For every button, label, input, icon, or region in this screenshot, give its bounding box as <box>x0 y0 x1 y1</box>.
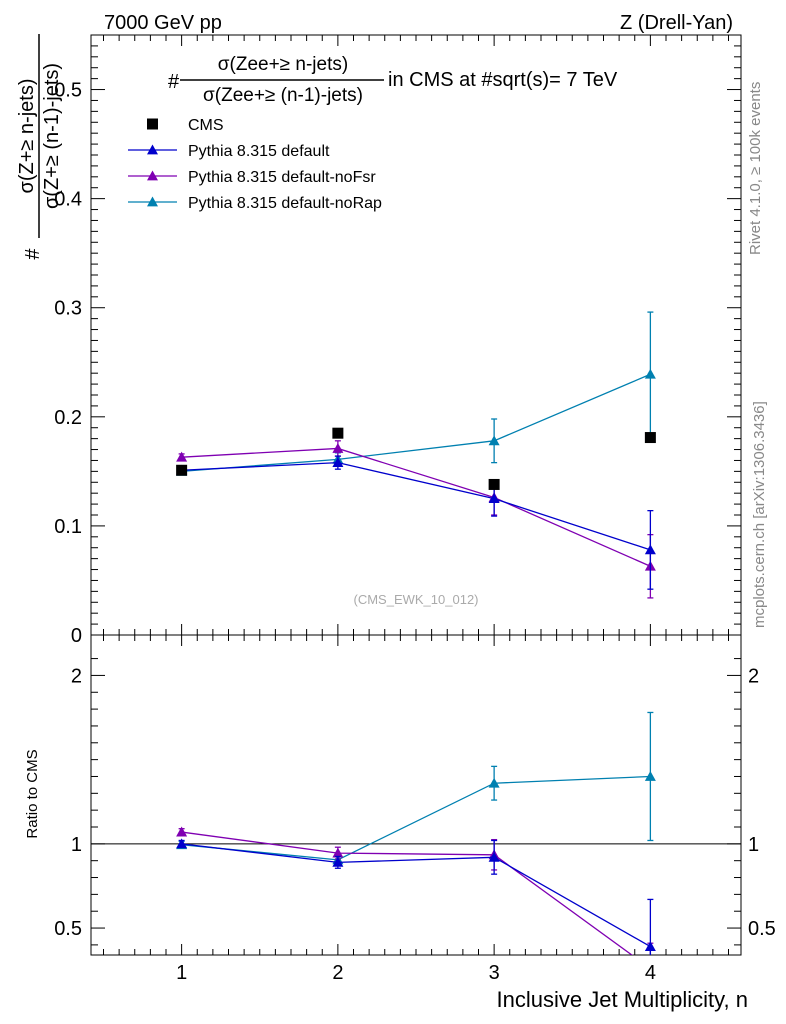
legend-entry-noRap: Pythia 8.315 default-noRap <box>128 195 382 212</box>
legend-label: Pythia 8.315 default <box>188 143 330 160</box>
y-tick-label: 0.5 <box>54 80 82 102</box>
title-denominator: σ(Zee+≥ (n-1)-jets) <box>203 85 363 106</box>
legend-entry-default: Pythia 8.315 default <box>128 143 330 160</box>
data-point-triangle <box>176 826 188 837</box>
y-tick-label: 0.1 <box>54 516 82 538</box>
series-line <box>181 447 651 567</box>
ylabel-denominator: σ(Z+≥ (n-1)-jets) <box>41 63 63 209</box>
y-axis-label: σ(Z+≥ n-jets) σ(Z+≥ (n-1)-jets) # <box>16 34 63 260</box>
data-point-square <box>488 478 500 490</box>
y-tick-label: 1 <box>71 834 82 856</box>
legend-marker <box>147 196 158 207</box>
ylabel-hash: # <box>22 248 44 260</box>
y-tick-label: 0.2 <box>54 407 82 429</box>
ratio-y-axis-label: Ratio to CMS <box>24 749 41 838</box>
data-point-square <box>332 427 344 439</box>
main-series-default <box>176 455 656 590</box>
y-tick-label: 0 <box>71 625 82 647</box>
legend-marker <box>147 144 158 155</box>
x-tick-label: 4 <box>645 962 656 984</box>
plot-title: # σ(Zee+≥ n-jets) σ(Zee+≥ (n-1)-jets) in… <box>168 54 618 106</box>
ratio-series-default <box>176 838 656 955</box>
series-line <box>181 373 651 473</box>
title-hash: # <box>168 71 180 93</box>
y-tick-label-right: 2 <box>748 665 759 687</box>
data-point-triangle <box>488 851 500 862</box>
energy-label: 7000 GeV pp <box>104 12 222 34</box>
data-point-triangle <box>488 435 500 446</box>
data-point-triangle <box>332 856 344 867</box>
y-tick-labels: 0 0.1 0.2 0.3 0.4 0.5 0.5 0.5 1 1 2 2 <box>54 80 776 941</box>
legend-marker <box>147 170 158 181</box>
process-label: Z (Drell-Yan) <box>620 12 733 34</box>
data-point-triangle <box>488 493 500 504</box>
legend-entry-cms: CMS <box>147 117 224 134</box>
main-series-noRap <box>176 311 656 476</box>
data-point-triangle <box>332 847 344 858</box>
data-point-square <box>176 464 188 476</box>
title-numerator: σ(Zee+≥ n-jets) <box>218 54 348 75</box>
y-tick-label: 2 <box>71 665 82 687</box>
mcplots-label: mcplots.cern.ch [arXiv:1306.3436] <box>751 401 768 628</box>
ylabel-numerator: σ(Z+≥ n-jets) <box>16 79 38 194</box>
main-series-cms <box>176 427 656 490</box>
legend-marker <box>147 118 158 130</box>
series-line <box>181 461 651 551</box>
x-tick-label: 2 <box>332 962 343 984</box>
x-axis-label: Inclusive Jet Multiplicity, n <box>497 987 748 1012</box>
legend-label: Pythia 8.315 default-noRap <box>188 195 382 212</box>
legend-label: Pythia 8.315 default-noFsr <box>188 169 376 186</box>
data-point-triangle <box>644 941 656 951</box>
x-tick-labels: 1 2 3 4 <box>176 962 656 984</box>
main-series <box>176 311 656 599</box>
y-tick-label: 0.3 <box>54 298 82 320</box>
y-tick-label-right: 1 <box>748 834 759 856</box>
title-suffix: in CMS at #sqrt(s)= 7 TeV <box>388 69 618 91</box>
analysis-watermark: (CMS_EWK_10_012) <box>354 592 479 607</box>
x-tick-label: 3 <box>489 962 500 984</box>
axis-ticks <box>91 34 741 955</box>
data-point-square <box>644 432 656 444</box>
y-tick-label-right: 0.5 <box>748 918 776 940</box>
series-line <box>181 843 651 948</box>
data-point-triangle <box>332 457 344 468</box>
data-point-triangle <box>332 442 344 453</box>
series-line <box>181 775 651 861</box>
data-point-triangle <box>176 838 188 849</box>
legend: CMS Pythia 8.315 default Pythia 8.315 defa… <box>128 117 382 212</box>
ratio-series-noRap <box>176 711 656 867</box>
y-tick-label: 0.5 <box>54 918 82 940</box>
data-point-triangle <box>488 777 500 788</box>
data-point-triangle <box>644 544 656 555</box>
data-point-triangle <box>176 451 188 462</box>
ratio-plot-frame <box>90 634 742 956</box>
data-point-triangle <box>644 770 656 781</box>
data-point-triangle <box>644 368 656 379</box>
x-tick-label: 1 <box>176 962 187 984</box>
legend-entry-noFsr: Pythia 8.315 default-noFsr <box>128 169 376 186</box>
y-tick-label: 0.4 <box>54 189 82 211</box>
ratio-series <box>176 711 656 955</box>
main-series-noFsr <box>176 440 656 599</box>
rivet-label: Rivet 4.1.0, ≥ 100k events <box>747 82 764 255</box>
series-line <box>181 831 633 955</box>
legend-label: CMS <box>188 117 224 134</box>
